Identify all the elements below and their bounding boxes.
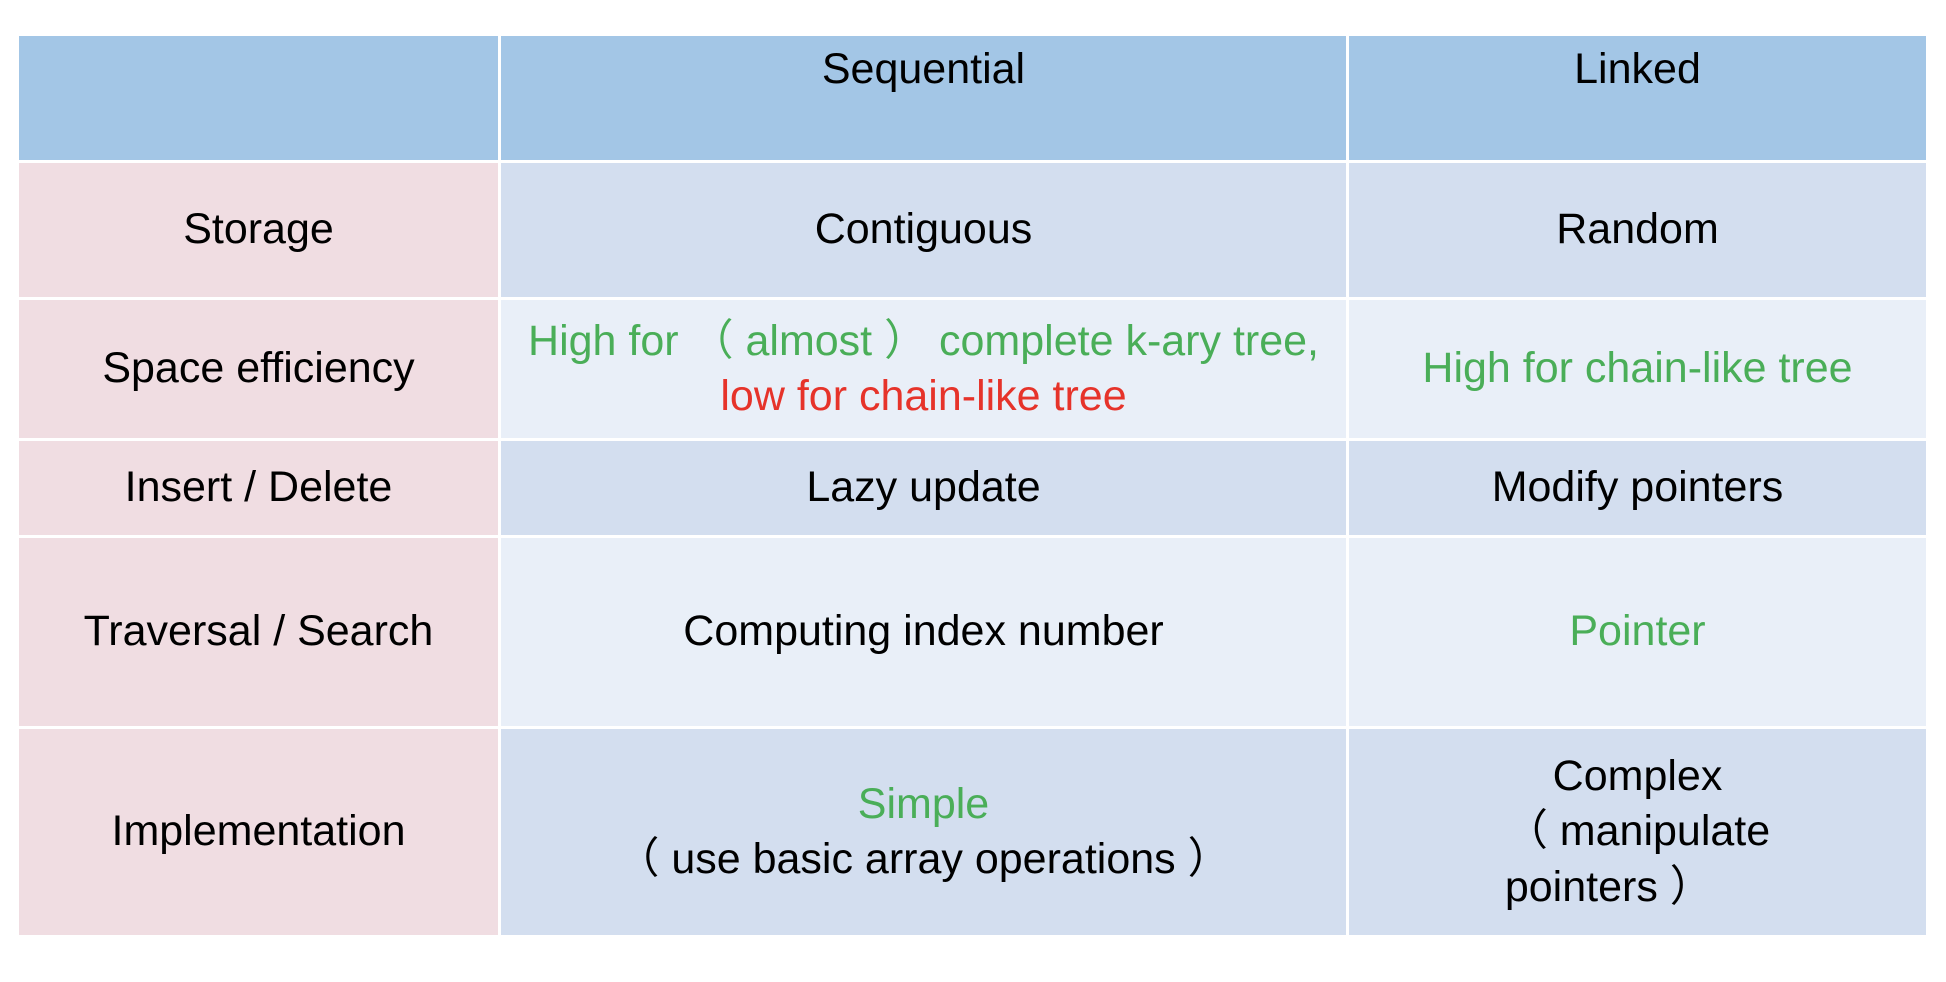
comparison-table: Sequential Linked Storage Contiguous Ran… xyxy=(16,33,1929,938)
implementation-sequential-line1: Simple xyxy=(857,779,990,828)
cell-implementation-sequential: Simple （ use basic array operations ） xyxy=(498,726,1349,938)
table-row: Implementation Simple （ use basic array … xyxy=(16,726,1929,938)
space-sequential-positive-text: High for （ almost ） complete k-ary tree, xyxy=(528,316,1319,365)
header-linked: Linked xyxy=(1346,33,1929,163)
row-label-storage: Storage xyxy=(16,160,501,300)
cell-insert-linked: Modify pointers xyxy=(1346,438,1929,538)
cell-space-sequential: High for （ almost ） complete k-ary tree,… xyxy=(498,297,1349,441)
implementation-sequential-line2: （ use basic array operations ） xyxy=(616,835,1231,883)
cell-space-linked: High for chain-like tree xyxy=(1346,297,1929,441)
implementation-linked-line1: Complex xyxy=(1552,752,1723,801)
comparison-table-container: Sequential Linked Storage Contiguous Ran… xyxy=(16,33,1929,938)
space-sequential-negative-text: low for chain-like tree xyxy=(720,372,1127,420)
cell-implementation-linked: Complex （ manipulate pointers ） xyxy=(1346,726,1929,938)
header-row: Sequential Linked xyxy=(16,33,1929,163)
header-corner-cell xyxy=(16,33,501,163)
header-sequential: Sequential xyxy=(498,33,1349,163)
cell-traversal-linked: Pointer xyxy=(1346,535,1929,729)
implementation-linked-line3: pointers ） xyxy=(1504,862,1713,911)
cell-storage-linked: Random xyxy=(1346,160,1929,300)
table-row: Traversal / Search Computing index numbe… xyxy=(16,535,1929,729)
cell-storage-sequential: Contiguous xyxy=(498,160,1349,300)
row-label-implementation: Implementation xyxy=(16,726,501,938)
row-label-space-efficiency: Space efficiency xyxy=(16,297,501,441)
row-label-insert-delete: Insert / Delete xyxy=(16,438,501,538)
table-row: Insert / Delete Lazy update Modify point… xyxy=(16,438,1929,538)
table-row: Space efficiency High for （ almost ） com… xyxy=(16,297,1929,441)
cell-traversal-sequential: Computing index number xyxy=(498,535,1349,729)
row-label-traversal-search: Traversal / Search xyxy=(16,535,501,729)
implementation-linked-block: Complex （ manipulate pointers ） xyxy=(1505,749,1770,914)
cell-insert-sequential: Lazy update xyxy=(498,438,1349,538)
implementation-linked-line2: （ manipulate xyxy=(1504,807,1771,856)
table-row: Storage Contiguous Random xyxy=(16,160,1929,300)
